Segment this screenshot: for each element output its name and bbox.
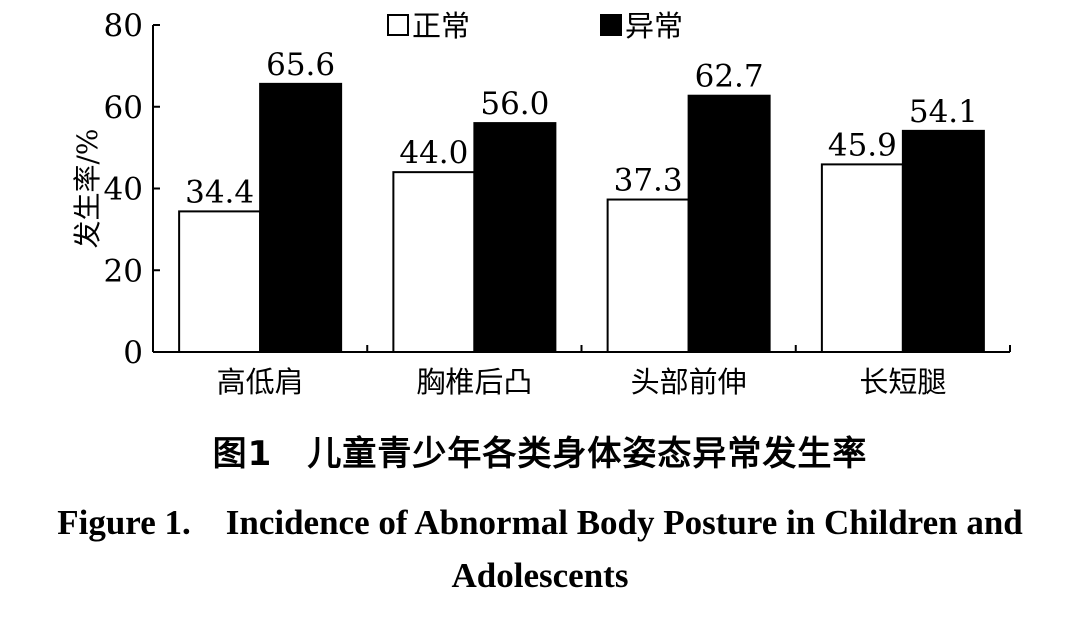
legend-swatch-abnormal	[600, 14, 622, 36]
chart-legend: 正常 异常	[387, 9, 683, 43]
x-tick-label: 长短腿	[859, 365, 946, 399]
y-axis-label: 发生率/%	[71, 128, 104, 248]
legend-label: 正常	[412, 9, 470, 43]
x-tick-label: 高低肩	[217, 365, 304, 399]
bar-normal	[392, 171, 476, 353]
x-tick-label: 胸椎后凸	[416, 365, 532, 399]
legend-label: 异常	[625, 9, 683, 43]
bar-chart: 0 20 40 60 80 发生率/% 34.4 65.6 高低肩 44.0 56.0 胸椎后凸 37…	[71, 8, 1011, 399]
figure-caption-chinese: 图1 儿童青少年各类身体姿态异常发生率	[212, 434, 868, 474]
data-label: 54.1	[909, 94, 978, 130]
data-label: 56.0	[480, 86, 549, 122]
y-tick-label: 80	[104, 8, 143, 44]
y-tick-label: 40	[104, 172, 143, 208]
x-tick-label: 头部前伸	[631, 365, 747, 399]
legend-swatch-normal	[387, 14, 409, 36]
figure-caption-english-line2: Adolescents	[451, 556, 629, 595]
data-label: 62.7	[695, 59, 764, 95]
data-label: 34.4	[185, 174, 254, 210]
data-label: 44.0	[399, 135, 468, 171]
bar-normal	[820, 163, 904, 353]
bar-abnormal	[473, 122, 557, 353]
y-tick-label: 20	[104, 253, 143, 289]
bar-abnormal	[259, 82, 343, 354]
y-tick-label: 0	[123, 335, 143, 371]
bar-abnormal	[687, 94, 771, 354]
data-label: 37.3	[614, 163, 683, 199]
data-label: 65.6	[266, 47, 335, 83]
data-label: 45.9	[828, 127, 897, 163]
bar-normal	[606, 198, 690, 353]
bar-normal	[178, 210, 262, 353]
bar-abnormal	[901, 129, 985, 353]
chart-bars: 34.4 65.6 高低肩 44.0 56.0 胸椎后凸 37.3 62.7 头部前伸 45.9 5…	[178, 47, 985, 399]
figure-caption-english-line1: Figure 1. Incidence of Abnormal Body Pos…	[57, 503, 1023, 542]
y-tick-label: 60	[104, 90, 143, 126]
